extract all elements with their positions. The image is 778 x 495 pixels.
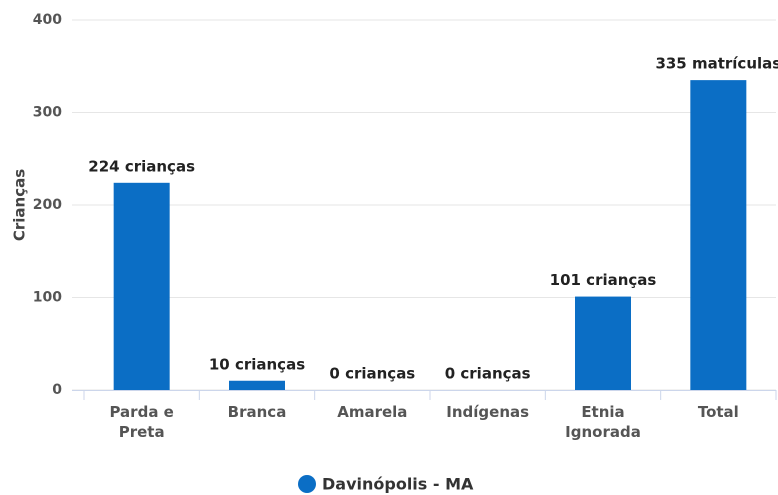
x-tick-label: Etnia Ignorada — [565, 403, 641, 441]
y-tick-label: 200 — [33, 197, 62, 213]
bar — [690, 80, 747, 390]
x-tick-label: Amarela — [337, 403, 408, 421]
data-label: 335 matrículas — [655, 55, 778, 73]
y-tick-label: 0 — [52, 382, 62, 398]
data-label: 0 crianças — [329, 365, 415, 383]
x-tick-label: Indígenas — [446, 403, 530, 421]
bar — [575, 296, 631, 390]
x-tick-label: Total — [697, 403, 739, 421]
y-axis-title: Crianças — [11, 169, 29, 241]
data-label: 0 crianças — [445, 365, 531, 383]
legend-marker — [298, 475, 316, 493]
y-tick-label: 400 — [33, 12, 62, 28]
data-label: 10 crianças — [209, 355, 305, 373]
data-label: 101 crianças — [550, 271, 657, 289]
y-tick-label: 300 — [33, 105, 62, 121]
y-tick-label: 100 — [33, 290, 62, 306]
data-label: 224 crianças — [88, 157, 195, 175]
bar — [229, 380, 285, 390]
legend-label: Davinópolis - MA — [322, 475, 474, 494]
x-tick-label: Parda e Preta — [109, 403, 174, 441]
x-tick-label: Branca — [227, 403, 287, 421]
bar — [113, 182, 170, 390]
